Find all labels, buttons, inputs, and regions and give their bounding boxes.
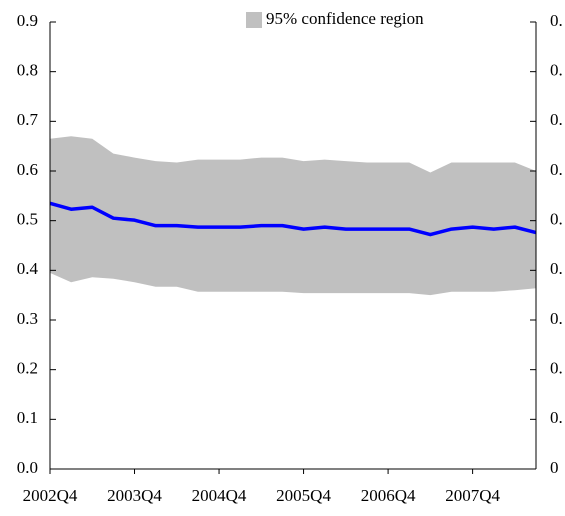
y-tick-label: 0.1 — [17, 408, 38, 427]
y2-tick-label: 0. — [550, 259, 563, 278]
y-tick-label: 0.9 — [17, 11, 38, 30]
x-tick-label: 2007Q4 — [445, 486, 500, 505]
y2-tick-label: 0. — [550, 110, 563, 129]
y-tick-label: 0.2 — [17, 359, 38, 378]
y-tick-label: 0.7 — [17, 110, 39, 129]
y2-tick-label: 0. — [550, 309, 563, 328]
y2-tick-label: 0. — [550, 61, 563, 80]
y-tick-label: 0.8 — [17, 61, 38, 80]
x-tick-label: 2003Q4 — [107, 486, 162, 505]
confidence-band — [50, 136, 536, 296]
x-tick-label: 2006Q4 — [361, 486, 416, 505]
y-tick-label: 0.6 — [17, 160, 38, 179]
y2-tick-label: 0. — [550, 359, 563, 378]
legend-swatch — [246, 12, 262, 28]
x-tick-label: 2004Q4 — [192, 486, 247, 505]
y-tick-label: 0.0 — [17, 458, 38, 477]
estimate-line — [49, 201, 537, 237]
y-tick-label: 0.4 — [17, 259, 39, 278]
y2-tick-label: 0. — [550, 11, 563, 30]
y-tick-label: 0.5 — [17, 210, 38, 229]
y2-tick-label: 0. — [550, 210, 563, 229]
y2-tick-label: 0. — [550, 408, 563, 427]
y2-tick-label: 0 — [550, 458, 559, 477]
y2-tick-label: 0. — [550, 160, 563, 179]
legend-label: 95% confidence region — [266, 9, 424, 28]
x-tick-label: 2005Q4 — [276, 486, 331, 505]
x-tick-label: 2002Q4 — [23, 486, 78, 505]
y-tick-label: 0.3 — [17, 309, 38, 328]
